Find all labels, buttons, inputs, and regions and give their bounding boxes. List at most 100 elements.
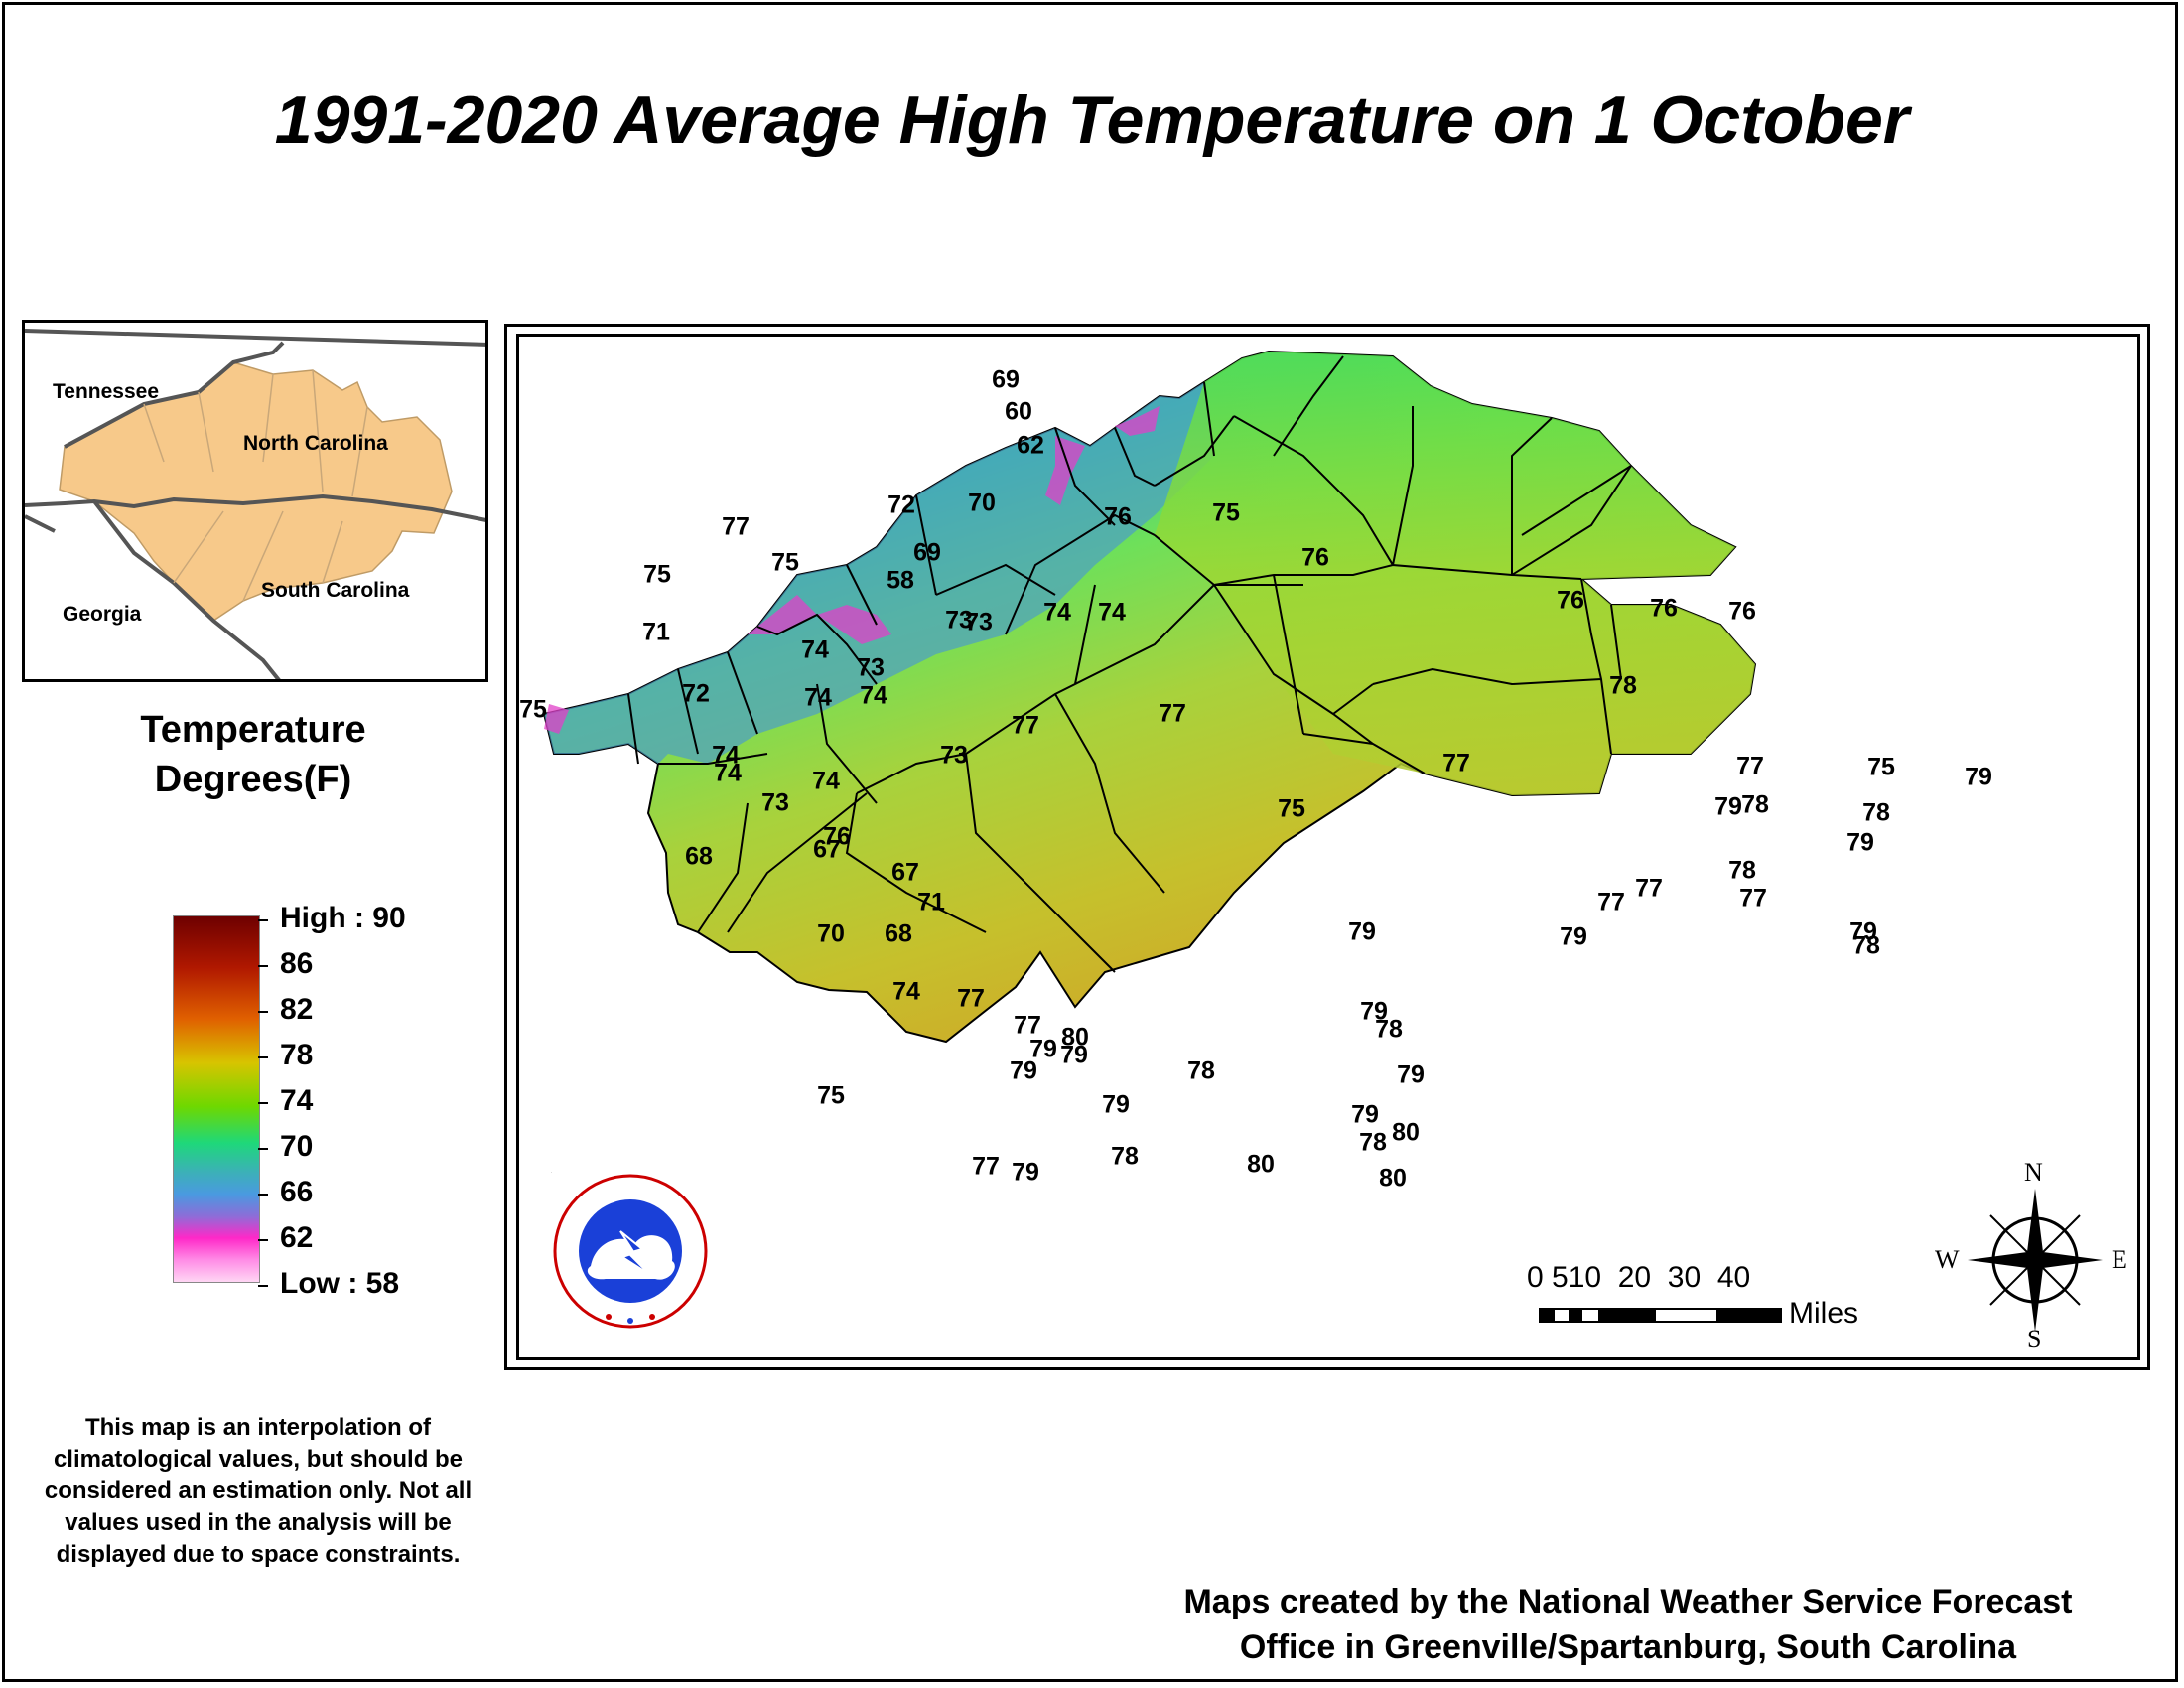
station-value: 79	[1846, 828, 1874, 857]
station-value: 74	[712, 741, 740, 770]
inset-tn-nc-line	[64, 341, 285, 449]
station-value: 80	[1061, 1023, 1089, 1052]
legend-tick-6	[258, 1194, 268, 1196]
scale-bar-numbers: 0 510 20 30 40	[1527, 1261, 1751, 1294]
station-value: 77	[1597, 888, 1625, 916]
station-value: 77	[1736, 752, 1764, 780]
station-value: 75	[771, 548, 799, 577]
legend-label-4: 74	[280, 1084, 314, 1117]
station-value: 75	[1867, 753, 1895, 781]
station-value: 76	[1557, 586, 1584, 615]
compass-e: E	[2112, 1245, 2127, 1274]
station-value: 75	[519, 695, 547, 724]
inset-state-lines	[25, 329, 485, 679]
station-value: 79	[1012, 1158, 1039, 1187]
station-value: 78	[1187, 1056, 1215, 1085]
station-value: 71	[917, 888, 945, 916]
compass-w: W	[1935, 1245, 1960, 1274]
disclaimer-text: This map is an interpolation of climatol…	[44, 1414, 473, 1568]
station-value: 74	[1098, 598, 1126, 627]
legend-tick-8	[258, 1285, 268, 1287]
legend-tick-7	[258, 1239, 268, 1241]
station-value: 77	[1014, 1011, 1041, 1040]
station-value: 79	[1714, 792, 1742, 821]
scale-bar	[1539, 1308, 1782, 1323]
legend-label-6: 66	[280, 1176, 314, 1208]
station-value: 75	[1278, 794, 1305, 823]
legend-tick-4	[258, 1102, 268, 1104]
station-value: 78	[1862, 798, 1890, 827]
station-value: 77	[957, 984, 985, 1013]
station-value: 80	[1392, 1118, 1420, 1147]
station-value: 79	[1965, 763, 1992, 791]
station-value: 74	[1043, 598, 1071, 627]
station-value: 79	[1360, 997, 1388, 1026]
east-region-overlay	[1155, 352, 1755, 795]
station-value: 68	[685, 842, 713, 871]
station-value: 72	[682, 679, 710, 708]
station-value: 77	[1442, 749, 1470, 777]
station-value: 78	[1741, 790, 1769, 819]
mountain-region-overlay	[544, 382, 1214, 764]
station-value: 77	[722, 512, 750, 541]
station-value: 77	[1012, 711, 1039, 740]
station-value: 74	[804, 683, 832, 712]
station-value: 60	[1005, 397, 1032, 426]
station-value: 74	[860, 681, 887, 710]
station-value: 78	[1111, 1142, 1139, 1171]
map-title: 1991-2020 Average High Temperature on 1 …	[274, 82, 1910, 158]
station-value: 74	[801, 635, 829, 664]
inset-label-south-carolina: South Carolina	[261, 579, 410, 602]
station-value: 69	[913, 538, 941, 567]
credit-line1: Maps created by the National Weather Ser…	[1183, 1583, 2073, 1620]
station-value: 78	[1375, 1015, 1403, 1044]
inset-label-georgia: Georgia	[63, 603, 142, 626]
credit-line2: Office in Greenville/Spartanburg, South …	[1239, 1628, 2017, 1666]
credit-text: Maps created by the National Weather Ser…	[1082, 1579, 2174, 1670]
station-value: 75	[1212, 498, 1240, 527]
main-map: 69 60 62 72 70 69 58 77 75 76 75 76 75 71 73 74 74 76 76 76…	[516, 334, 2140, 1360]
legend-label-8: Low : 58	[280, 1267, 400, 1300]
north-arrow-compass: N S E W	[1935, 1158, 2129, 1353]
station-value: 79	[1849, 917, 1877, 946]
legend-title-line2: Degrees(F)	[154, 759, 352, 800]
station-value: 76	[1650, 594, 1678, 623]
station-value: 69	[992, 365, 1020, 394]
station-value: 79	[1060, 1041, 1088, 1069]
inset-nc-sc-region	[59, 361, 453, 622]
compass-n: N	[2024, 1158, 2043, 1187]
station-value: 79	[1560, 922, 1587, 951]
station-value: 77	[1159, 699, 1186, 728]
legend-title-line1: Temperature	[140, 709, 366, 751]
inset-locator-map: Tennessee North Carolina Georgia South C…	[22, 320, 488, 682]
station-value: 75	[817, 1081, 845, 1110]
scale-bar-unit: Miles	[1789, 1297, 1859, 1330]
nws-logo: NATIONAL WEATHER SERVICE	[551, 1172, 710, 1331]
station-value: 76	[1104, 502, 1132, 531]
station-value: 77	[1635, 874, 1663, 903]
station-value: 74	[812, 767, 840, 795]
station-value: 73	[965, 608, 993, 636]
station-value: 79	[1348, 917, 1376, 946]
station-value: 80	[1379, 1164, 1407, 1193]
inset-county-lines	[143, 369, 368, 602]
legend-tick-3	[258, 1056, 268, 1058]
station-value: 73	[857, 653, 885, 682]
station-value: 70	[968, 489, 996, 517]
station-value: 78	[1609, 671, 1637, 700]
legend-color-ramp	[173, 915, 260, 1283]
station-value: 67	[813, 835, 841, 864]
station-value: 79	[1351, 1100, 1379, 1129]
station-value: 76	[823, 822, 851, 851]
station-value: 73	[761, 788, 789, 817]
inset-label-tennessee: Tennessee	[53, 380, 159, 403]
legend-tick-2	[258, 1011, 268, 1013]
legend-label-0: High : 90	[280, 902, 406, 934]
station-value: 68	[885, 919, 912, 948]
station-value: 72	[887, 491, 915, 519]
legend-tick-1	[258, 965, 268, 967]
logo-text: NATIONAL WEATHER SERVICE	[551, 1172, 552, 1173]
station-value: 75	[643, 560, 671, 589]
inset-label-north-carolina: North Carolina	[243, 432, 388, 455]
legend-label-2: 82	[280, 993, 314, 1026]
